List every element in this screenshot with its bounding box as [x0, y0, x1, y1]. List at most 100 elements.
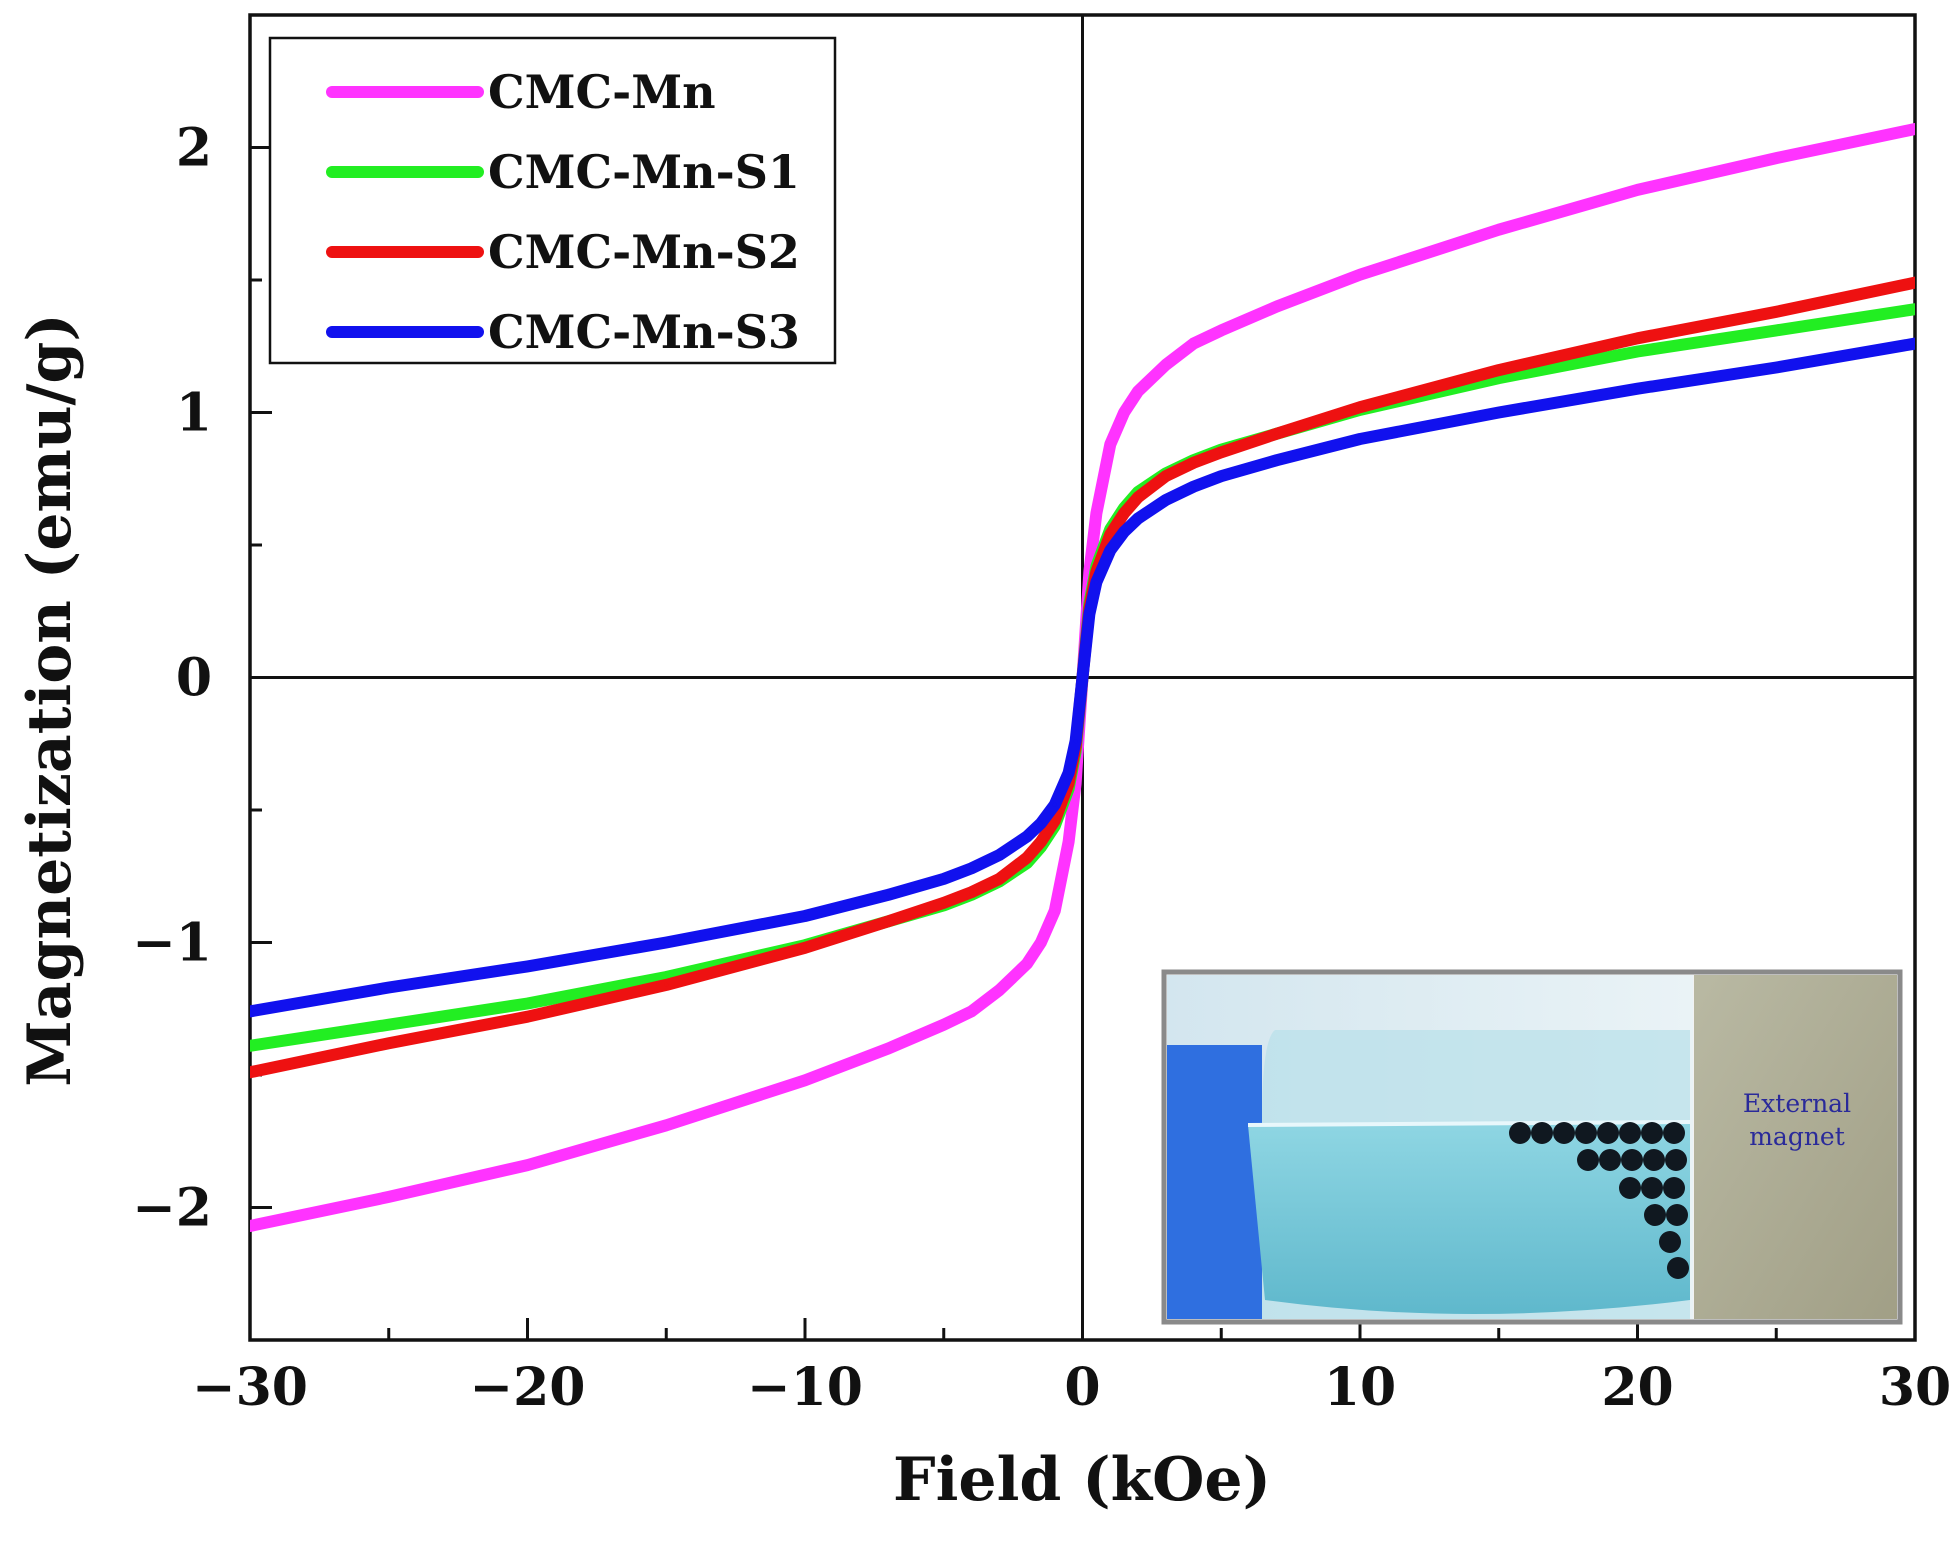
legend: CMC-Mn CMC-Mn-S1 CMC-Mn-S2 CMC-Mn-S3: [268, 36, 837, 365]
data-point: [1052, 818, 1057, 823]
data-point: [386, 1022, 391, 1027]
data-point: [1094, 580, 1099, 585]
legend-label: CMC-Mn-S1: [488, 145, 800, 199]
data-point: [1038, 940, 1043, 945]
data-point: [386, 1041, 391, 1046]
data-point: [1635, 187, 1640, 192]
data-point: [1038, 839, 1043, 844]
x-tick-label: 10: [1324, 1357, 1396, 1418]
data-point: [1136, 516, 1140, 521]
y-tick-label: 2: [176, 118, 212, 179]
x-axis-title: Field (kOe): [893, 1445, 1271, 1515]
x-tick-label: −10: [747, 1357, 863, 1418]
data-point: [1913, 280, 1915, 285]
data-point: [250, 1070, 252, 1075]
data-point: [1358, 405, 1362, 410]
magnetic-bead: [1619, 1177, 1641, 1199]
x-tick-label: −20: [470, 1357, 586, 1418]
data-point: [250, 1009, 252, 1014]
series-layer: [250, 123, 1915, 1232]
data-point: [886, 919, 891, 924]
data-point: [1774, 309, 1779, 314]
water-surface: [1247, 1120, 1691, 1127]
data-point: [1073, 739, 1078, 744]
data-point: [803, 945, 807, 950]
magnetic-bead: [1599, 1149, 1621, 1171]
inset-label-line1: External: [1743, 1089, 1851, 1118]
data-point: [1025, 855, 1029, 860]
magnetic-particles: [1509, 1122, 1689, 1279]
data-point: [1066, 770, 1071, 775]
magnetic-bead: [1659, 1231, 1681, 1253]
data-point: [1163, 362, 1168, 367]
magnetic-bead: [1666, 1204, 1688, 1226]
inset-photo: External magnet: [1161, 969, 1903, 1325]
magnetic-bead: [1643, 1149, 1665, 1171]
data-point: [1025, 961, 1029, 966]
data-point: [1191, 460, 1196, 465]
data-point: [1108, 548, 1113, 553]
data-point: [1496, 227, 1501, 232]
y-axis-title: Magnetization (emu/g): [15, 313, 85, 1086]
data-point: [1122, 410, 1127, 415]
data-point: [1496, 376, 1501, 381]
data-point: [1191, 484, 1196, 489]
inset-magnet-label: External magnet: [1743, 1089, 1851, 1151]
data-point: [803, 1078, 807, 1083]
data-point: [1087, 611, 1092, 616]
y-tick-label: 0: [176, 648, 212, 709]
data-point: [664, 982, 669, 987]
data-point: [1358, 437, 1362, 441]
y-tick-label: −2: [132, 1178, 212, 1239]
data-point: [1635, 386, 1640, 391]
data-point: [1358, 272, 1362, 277]
data-point: [997, 853, 1002, 857]
data-point: [1136, 389, 1140, 394]
data-point: [1052, 802, 1057, 807]
legend-items: CMC-Mn CMC-Mn-S1 CMC-Mn-S2 CMC-Mn-S3: [326, 65, 800, 359]
data-point: [1122, 511, 1127, 516]
data-point: [1496, 368, 1501, 373]
magnetic-bead: [1531, 1122, 1553, 1144]
magnetic-bead: [1663, 1122, 1685, 1144]
data-point: [1274, 431, 1279, 436]
x-tick-label: 20: [1601, 1357, 1673, 1418]
data-point: [969, 866, 974, 871]
magnetic-bead: [1644, 1204, 1666, 1226]
data-point: [1274, 458, 1279, 463]
magnetic-bead: [1577, 1149, 1599, 1171]
data-point: [1163, 498, 1168, 502]
data-point: [941, 1022, 946, 1027]
magnetic-bead: [1667, 1257, 1689, 1279]
data-point: [664, 940, 669, 945]
magnetic-bead: [1575, 1122, 1597, 1144]
data-point: [1122, 529, 1127, 534]
data-point: [1163, 474, 1168, 479]
data-point: [1066, 839, 1071, 844]
data-point: [1635, 349, 1640, 354]
y-tick-label: −1: [132, 913, 212, 974]
data-point: [969, 1009, 974, 1014]
magnetic-bead: [1641, 1177, 1663, 1199]
data-point: [1496, 410, 1501, 415]
data-point: [1108, 442, 1113, 447]
x-tick-label: 30: [1879, 1357, 1949, 1418]
data-point: [1219, 474, 1224, 479]
y-tick-label: 1: [176, 383, 212, 444]
data-point: [1191, 341, 1196, 346]
magnetic-bead: [1619, 1122, 1641, 1144]
data-point: [941, 900, 946, 905]
data-point: [1774, 156, 1779, 161]
data-point: [1094, 511, 1099, 516]
data-point: [525, 1001, 530, 1006]
data-point: [525, 1014, 530, 1019]
data-point: [1038, 821, 1043, 826]
data-point: [1913, 341, 1915, 346]
data-point: [1025, 834, 1029, 839]
data-point: [997, 988, 1002, 993]
data-point: [1080, 675, 1085, 680]
magnetic-bead: [1621, 1149, 1643, 1171]
data-point: [1774, 365, 1779, 370]
